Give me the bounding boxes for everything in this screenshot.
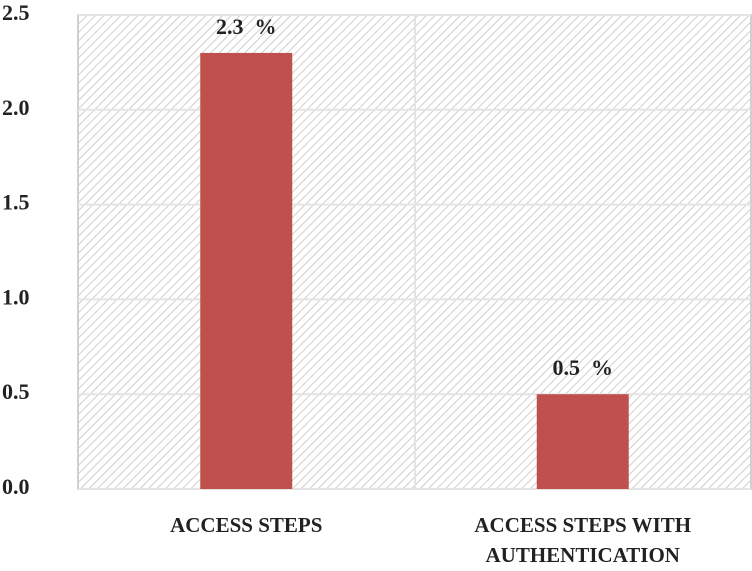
y-tick-label: 0.5 [2, 379, 30, 404]
data-label: 0.5 % [553, 355, 614, 380]
y-tick-label: 2.5 [2, 0, 30, 25]
bar [536, 394, 629, 489]
y-tick-label: 2.0 [2, 95, 30, 120]
x-tick-label: ACCESS STEPS [170, 513, 323, 537]
y-tick-label: 1.5 [2, 190, 30, 215]
data-label: 2.3 % [216, 14, 277, 39]
y-tick-label: 0.0 [2, 474, 30, 499]
x-tick-label: ACCESS STEPS WITH AUTHENTICATION [474, 513, 692, 567]
y-tick-label: 1.0 [2, 284, 30, 309]
bar [200, 52, 293, 490]
